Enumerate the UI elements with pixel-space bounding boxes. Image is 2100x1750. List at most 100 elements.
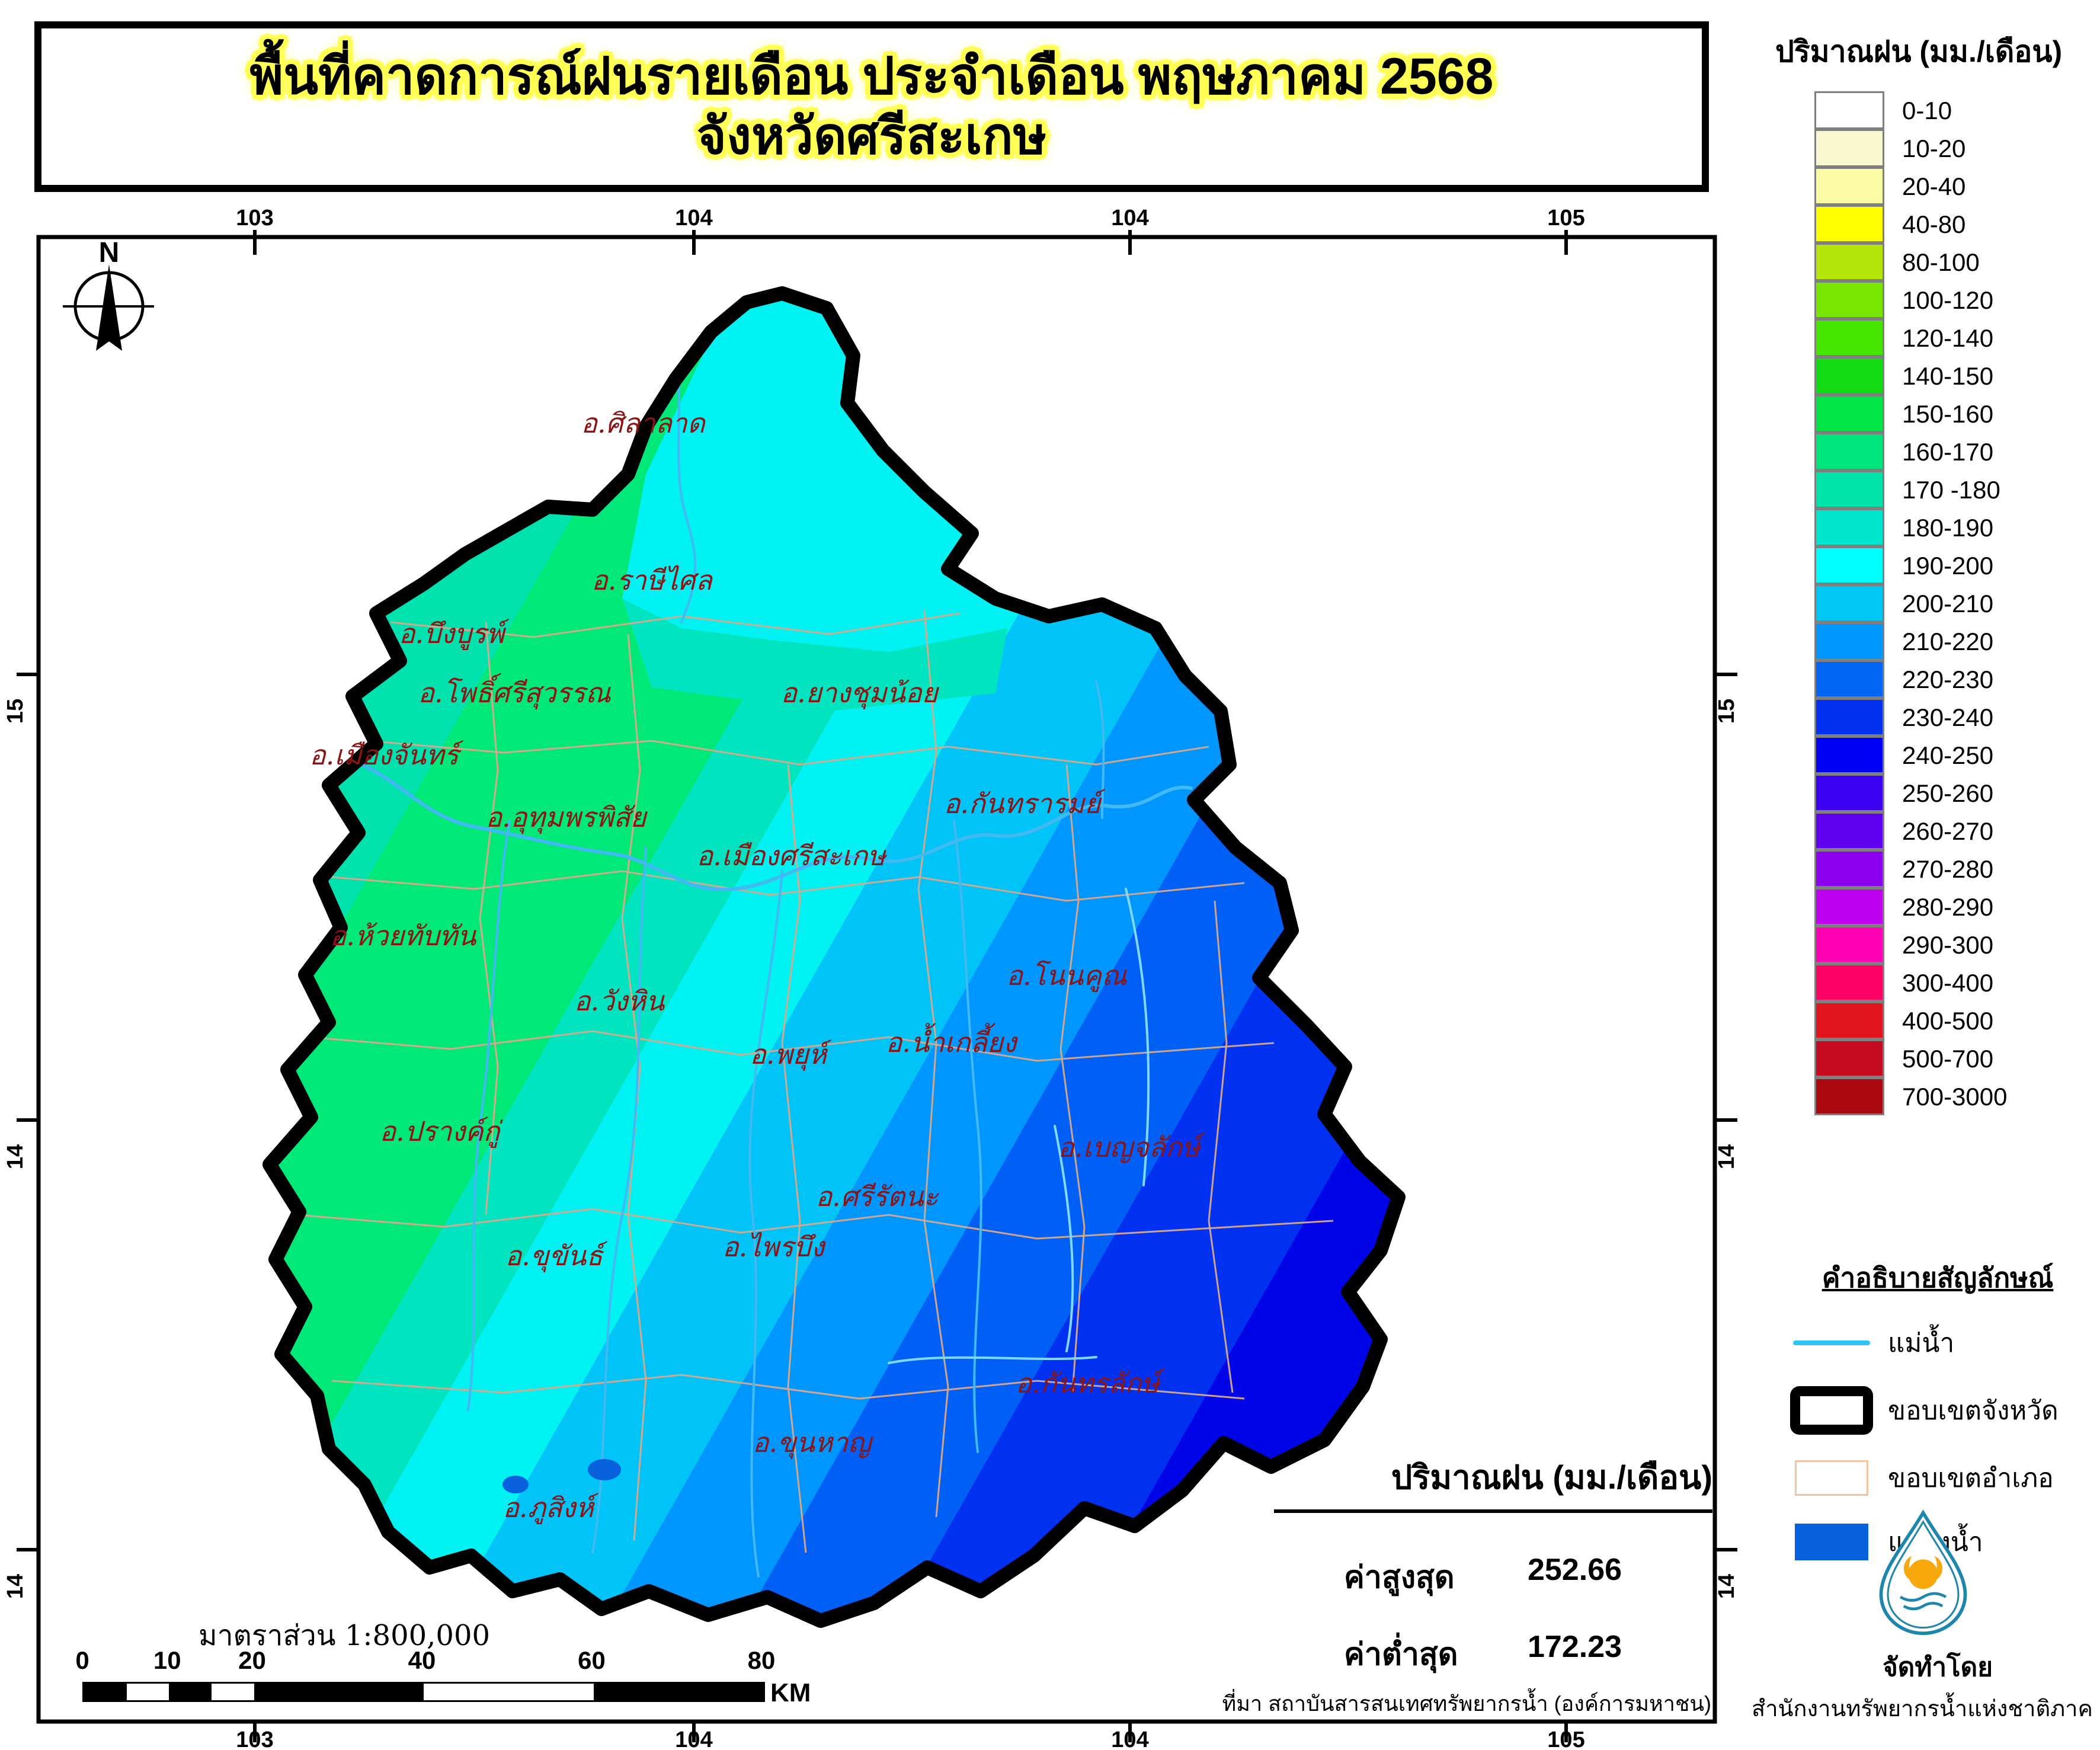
legend-range-label: 100-120: [1902, 286, 1994, 314]
district-label: อ.ภูสิงห์: [502, 1492, 598, 1524]
legend-row: 140-150: [1775, 356, 2100, 395]
district-labels: อ.ศิลาลาดอ.ราษีไศลอ.บึงบูรพ์อ.โพธิ์ศรีสุ…: [309, 407, 1206, 1524]
graticule-label: 105: [1547, 206, 1584, 231]
logo-emblem-right-icon: [1931, 1556, 1943, 1579]
symbol-row-river: แม่น้ำ: [1775, 1322, 2100, 1364]
water-body-shape: [588, 1459, 621, 1480]
legend-range-label: 210-220: [1902, 628, 1994, 655]
scale-bar-segment: [211, 1684, 254, 1700]
scale-bar-segment: [169, 1684, 212, 1700]
legend-row: 20-40: [1775, 167, 2100, 206]
legend-swatch: [1814, 773, 1884, 812]
legend-swatch: [1814, 280, 1884, 319]
district-label: อ.ห้วยทับทัน: [330, 920, 477, 952]
legend-row: 0-10: [1775, 91, 2100, 130]
legend-range-label: 0-10: [1902, 97, 1952, 124]
scale-unit-label: KM: [770, 1678, 811, 1707]
graticule-ticks: 103 104 104 105 103 104 104 105 15 14 14 15 14 14: [3, 206, 1739, 1750]
legend-range-label: 700-3000: [1902, 1083, 2008, 1111]
legend-row: 220-230: [1775, 660, 2100, 699]
district-label: อ.เมืองศรีสะเกษ: [697, 840, 888, 872]
scale-tick-label: 0: [75, 1646, 89, 1674]
map-frame: [36, 235, 1717, 1724]
scale-caption: มาตราส่วน 1:800,000: [199, 1619, 491, 1652]
organization-label: สำนักงานทรัพยากรน้ำแห่งชาติภาค 3: [1752, 1697, 2100, 1722]
legend-range-label: 290-300: [1902, 931, 1994, 959]
scale-bar-segment: [84, 1684, 127, 1700]
legend-items: 0-10 10-20 20-40 40-80 80-100 100-120 120-140 1…: [1775, 91, 2100, 1116]
scale-tick-label: 20: [238, 1646, 266, 1674]
stats-header: ปริมาณฝน (มม./เดือน): [1274, 1451, 1712, 1513]
legend-swatch: [1814, 204, 1884, 243]
graticule-label: 104: [675, 206, 712, 231]
legend-range-label: 200-210: [1902, 590, 1994, 618]
legend-range-label: 270-280: [1902, 855, 1994, 883]
graticule-label: 103: [236, 206, 273, 231]
legend-range-label: 180-190: [1902, 514, 1994, 542]
legend-swatch: [1814, 1001, 1884, 1039]
water-body-shape: [502, 1476, 529, 1493]
title-box: พื้นที่คาดการณ์ฝนรายเดือน ประจำเดือน พฤษ…: [34, 21, 1709, 192]
legend-swatch: [1814, 735, 1884, 774]
map-title-line2: จังหวัดศรีสะเกษ: [696, 108, 1047, 165]
logo-emblem-left-icon: [1903, 1556, 1916, 1579]
district-label: อ.กันทรารมย์: [944, 788, 1106, 820]
legend-row: 230-240: [1775, 698, 2100, 737]
graticule-label: 104: [1111, 206, 1148, 231]
legend-range-label: 230-240: [1902, 703, 1994, 731]
graticule-label: 14: [1714, 1144, 1739, 1169]
river-label: แม่น้ำ: [1888, 1329, 1955, 1358]
legend-swatch: [1814, 91, 1884, 129]
legend-swatch: [1814, 1039, 1884, 1077]
legend-range-label: 40-80: [1902, 210, 1966, 238]
district-label: อ.ราษีไศล: [591, 564, 713, 596]
legend-row: 100-120: [1775, 280, 2100, 319]
legend-row: 400-500: [1775, 1001, 2100, 1040]
max-value: 252.66: [1528, 1553, 1622, 1587]
legend-swatch: [1814, 622, 1884, 660]
province-boundary-icon: [1790, 1386, 1873, 1435]
legend-swatch: [1814, 811, 1884, 850]
legend-row: 200-210: [1775, 584, 2100, 623]
legend-range-label: 250-260: [1902, 779, 1994, 807]
legend-swatch: [1814, 167, 1884, 205]
rivers: [354, 378, 1193, 1578]
legend-row: 500-700: [1775, 1039, 2100, 1078]
graticule-label: 105: [1547, 1727, 1584, 1750]
legend-swatch: [1814, 546, 1884, 584]
graticule-label: 104: [1111, 1727, 1148, 1750]
district-label: อ.น้ำเกลี้ยง: [886, 1023, 1019, 1058]
north-cyan-patch: [622, 293, 1037, 652]
compass-needle-icon: [96, 264, 122, 351]
district-label: อ.ยางชุมน้อย: [780, 677, 939, 709]
scale-tick-label: 10: [153, 1646, 181, 1674]
province-raster: [270, 290, 1398, 1621]
legend-row: 10-20: [1775, 129, 2100, 168]
north-teal-patch: [622, 599, 1007, 711]
legend-range-label: 190-200: [1902, 552, 1994, 580]
graticule-label: 103: [236, 1727, 273, 1750]
legend-row: 40-80: [1775, 204, 2100, 244]
compass-rose: N: [63, 237, 154, 351]
legend-range-label: 20-40: [1902, 172, 1966, 200]
legend-range-label: 240-250: [1902, 741, 1994, 769]
legend-swatch: [1814, 242, 1884, 281]
graticule-label: 15: [1714, 699, 1739, 724]
district-label: อ.ปรางค์กู่: [379, 1115, 503, 1148]
source-line: ที่มา สถาบันสารสนเทศทรัพยากรน้ำ (องค์การ…: [1222, 1691, 1711, 1716]
symbol-row-province-boundary: ขอบเขตจังหวัด: [1775, 1386, 2100, 1435]
scale-tick-label: 80: [747, 1646, 776, 1674]
graticule-label: 104: [675, 1727, 712, 1750]
rainfall-legend: ปริมาณฝน (มม./เดือน) 0-10 10-20 20-40 40-80…: [1775, 28, 2100, 1116]
legend-swatch: [1814, 584, 1884, 622]
logo-waves-icon: [1899, 1592, 1947, 1611]
water-body-icon: [1795, 1524, 1868, 1560]
legend-swatch: [1814, 1077, 1884, 1115]
legend-row: 240-250: [1775, 735, 2100, 775]
legend-row: 210-220: [1775, 622, 2100, 661]
min-label: ค่าต่ำสุด: [1344, 1637, 1458, 1672]
graticule-label: 14: [3, 1574, 28, 1599]
legend-range-label: 220-230: [1902, 666, 1994, 693]
legend-row: 250-260: [1775, 773, 2100, 812]
